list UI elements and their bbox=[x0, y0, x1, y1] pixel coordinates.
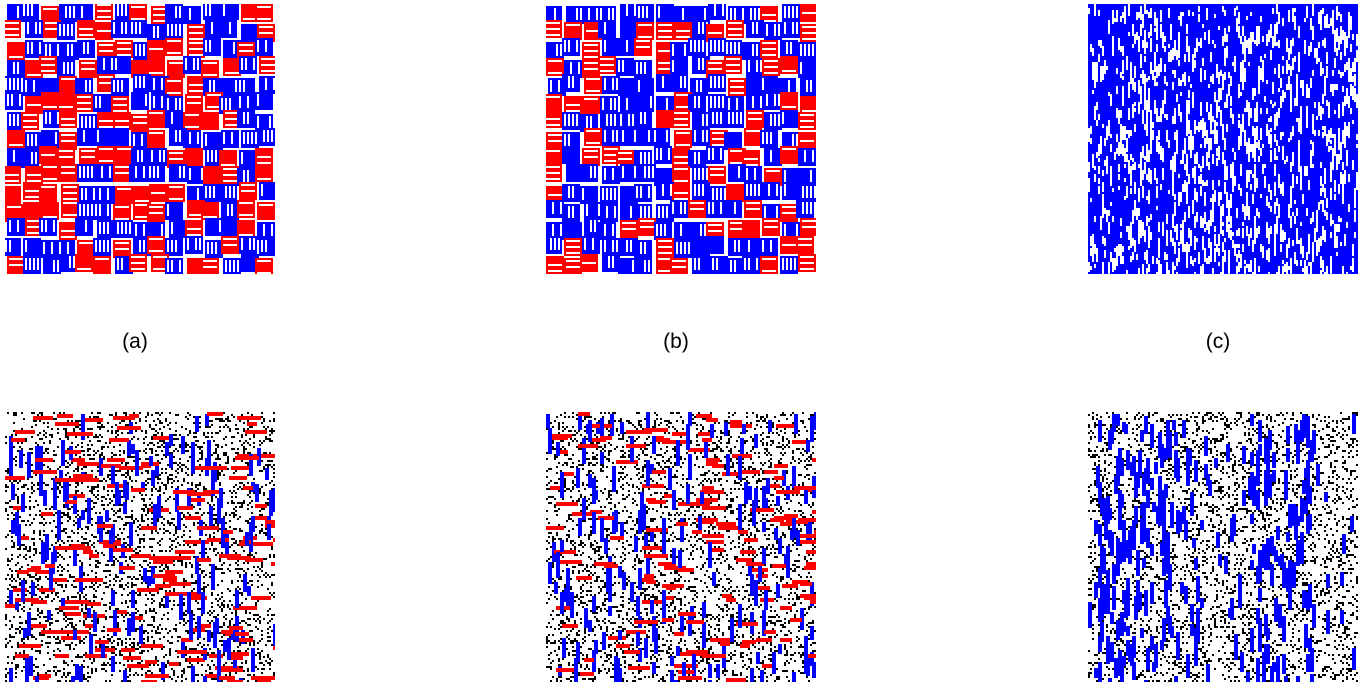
caption-a: (a) bbox=[122, 330, 148, 353]
lattice-panel-e bbox=[546, 412, 816, 682]
lattice-canvas-f bbox=[1088, 412, 1358, 682]
lattice-canvas-d bbox=[5, 412, 275, 682]
lattice-canvas-a bbox=[5, 4, 275, 274]
lattice-canvas-b bbox=[546, 4, 816, 274]
lattice-canvas-c bbox=[1088, 4, 1358, 274]
lattice-panel-b bbox=[546, 4, 816, 274]
lattice-panel-a bbox=[5, 4, 275, 274]
lattice-panel-d bbox=[5, 412, 275, 682]
lattice-panel-f bbox=[1088, 412, 1358, 682]
lattice-canvas-e bbox=[546, 412, 816, 682]
caption-b: (b) bbox=[663, 330, 689, 353]
caption-c: (c) bbox=[1205, 330, 1231, 353]
lattice-panel-c bbox=[1088, 4, 1358, 274]
